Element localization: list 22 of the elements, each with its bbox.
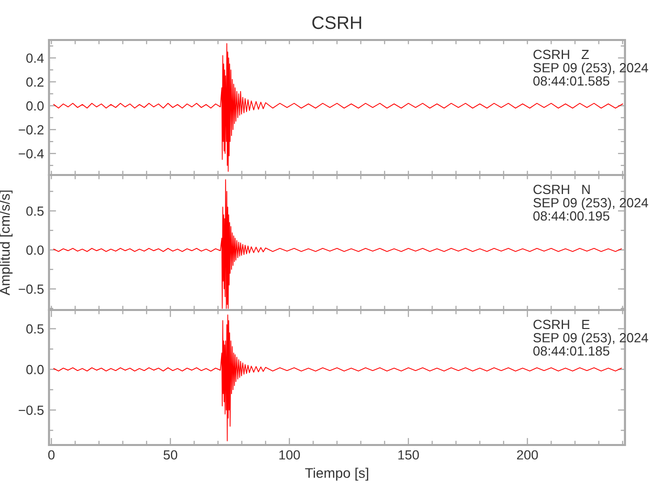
x-tick-label: 50 bbox=[164, 450, 178, 460]
annotation: CSRH N SEP 09 (253), 2024 08:44:00.195 bbox=[533, 184, 648, 221]
y-tick-label: −0.5 bbox=[18, 284, 44, 294]
y-tick-label: 0.0 bbox=[26, 245, 44, 255]
x-tick-label: 0 bbox=[48, 450, 55, 460]
chart-title: CSRH bbox=[312, 16, 362, 30]
y-tick-label: −0.2 bbox=[18, 125, 44, 135]
y-axis-title: Amplitud [cm/s/s] bbox=[0, 190, 13, 296]
y-tick-label: 0.5 bbox=[26, 206, 44, 216]
x-axis-title: Tiempo [s] bbox=[305, 468, 368, 481]
y-tick-label: 0.0 bbox=[26, 364, 44, 374]
y-tick-label: 0.4 bbox=[26, 53, 44, 63]
y-tick-label: −0.4 bbox=[18, 149, 44, 158]
y-tick-label: 0.2 bbox=[26, 77, 44, 87]
y-tick-label: 0.0 bbox=[26, 101, 44, 111]
annotation: CSRH Z SEP 09 (253), 2024 08:44:01.585 bbox=[533, 50, 648, 86]
x-tick-label: 150 bbox=[398, 450, 419, 460]
y-tick-label: −0.5 bbox=[18, 406, 44, 415]
x-tick-label: 100 bbox=[279, 450, 300, 460]
x-tick-label: 200 bbox=[517, 450, 538, 460]
annotation: CSRH E SEP 09 (253), 2024 08:44:01.185 bbox=[533, 320, 648, 356]
y-tick-label: 0.5 bbox=[26, 324, 44, 334]
